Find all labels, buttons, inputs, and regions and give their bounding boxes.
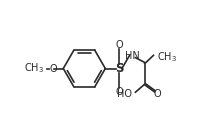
Text: O: O [50,64,57,73]
Text: CH$_3$: CH$_3$ [157,50,177,64]
Text: HO: HO [117,89,132,99]
Text: O: O [153,89,161,99]
Text: HN: HN [125,51,140,61]
Text: S: S [115,62,123,75]
Text: O: O [115,87,123,97]
Text: O: O [115,40,123,50]
Text: CH$_3$: CH$_3$ [24,62,44,75]
